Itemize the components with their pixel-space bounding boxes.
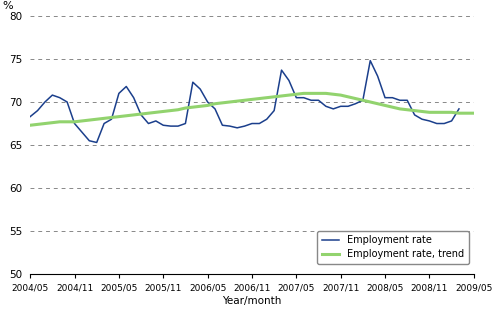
Employment rate, trend xyxy=(293,92,299,96)
Employment rate xyxy=(42,100,48,104)
Employment rate xyxy=(345,105,351,108)
Employment rate, trend xyxy=(301,91,307,95)
Employment rate, trend xyxy=(264,96,270,100)
Employment rate, trend xyxy=(116,115,122,119)
Employment rate xyxy=(94,141,100,144)
Employment rate, trend xyxy=(419,110,425,113)
Employment rate xyxy=(256,122,262,125)
Employment rate xyxy=(456,107,462,111)
Y-axis label: %: % xyxy=(2,1,13,11)
Employment rate, trend xyxy=(182,106,188,110)
Employment rate, trend xyxy=(27,123,33,127)
Employment rate, trend xyxy=(471,111,477,115)
Legend: Employment rate, Employment rate, trend: Employment rate, Employment rate, trend xyxy=(317,231,469,264)
Line: Employment rate, trend: Employment rate, trend xyxy=(30,93,474,125)
Line: Employment rate: Employment rate xyxy=(30,61,459,143)
Employment rate xyxy=(27,115,33,119)
Employment rate, trend xyxy=(130,113,136,117)
Employment rate xyxy=(72,122,78,125)
Employment rate xyxy=(145,122,151,125)
X-axis label: Year/month: Year/month xyxy=(222,296,282,306)
Employment rate xyxy=(367,59,373,62)
Employment rate xyxy=(101,122,107,125)
